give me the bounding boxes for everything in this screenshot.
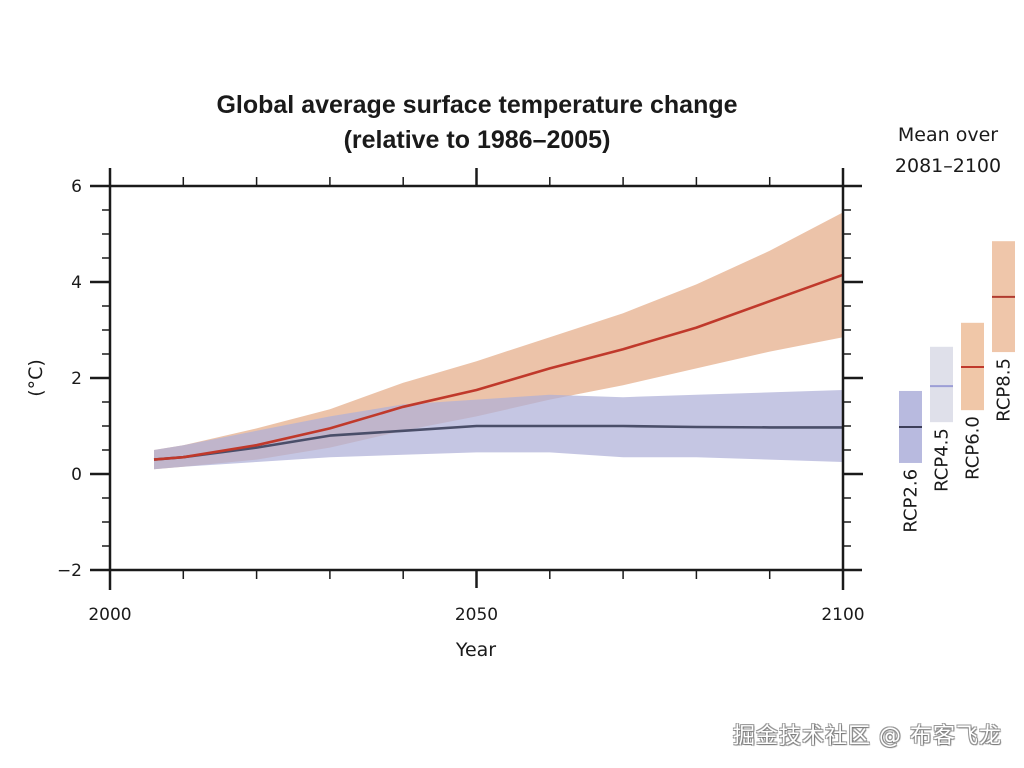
mean-line-rcp26 <box>153 424 843 461</box>
mean-line-rcp85 <box>153 273 844 461</box>
x-axis-label: Year <box>455 639 496 661</box>
y-tick-label: −2 <box>57 561 82 581</box>
axes <box>90 168 863 590</box>
side-bar-label: RCP2.6 <box>901 469 922 533</box>
band-rcp26 <box>154 390 843 470</box>
side-panel-title-line1: Mean over <box>898 124 998 146</box>
watermark: 掘金技术社区 @ 布客飞龙 <box>733 724 1002 749</box>
y-tick-label: 0 <box>71 465 82 485</box>
side-bar-rcp85: RCP8.5 <box>992 241 1015 422</box>
chart-title: Global average surface temperature chang… <box>216 91 737 154</box>
y-axis-label: (°C) <box>25 359 47 397</box>
mean-lines <box>153 273 844 461</box>
side-bar-label: RCP8.5 <box>994 358 1015 422</box>
y-tick-labels: −2 0 2 4 6 <box>57 177 82 581</box>
x-tick-label: 2100 <box>821 605 864 625</box>
uncertainty-bands <box>154 212 843 470</box>
side-bar-range <box>930 346 953 423</box>
chart-title-line1: Global average surface temperature chang… <box>216 91 737 119</box>
y-tick-label: 4 <box>71 273 82 293</box>
side-bar-rcp45: RCP4.5 <box>930 346 953 492</box>
y-tick-label: 2 <box>71 369 82 389</box>
side-panel-title-line2: 2081–2100 <box>895 155 1001 177</box>
side-bars: RCP2.6 RCP4.5 RCP6.0 RCP8.5 <box>899 241 1015 533</box>
x-tick-labels: 2000 2050 2100 <box>88 605 864 625</box>
side-bar-label: RCP6.0 <box>963 416 984 480</box>
chart-subtitle: (relative to 1986–2005) <box>344 126 611 154</box>
x-tick-label: 2000 <box>88 605 131 625</box>
side-bar-rcp26: RCP2.6 <box>899 390 922 533</box>
x-tick-label: 2050 <box>455 605 498 625</box>
side-bar-rcp60: RCP6.0 <box>961 322 984 480</box>
side-bar-label: RCP4.5 <box>932 428 953 492</box>
y-tick-label: 6 <box>71 177 82 197</box>
